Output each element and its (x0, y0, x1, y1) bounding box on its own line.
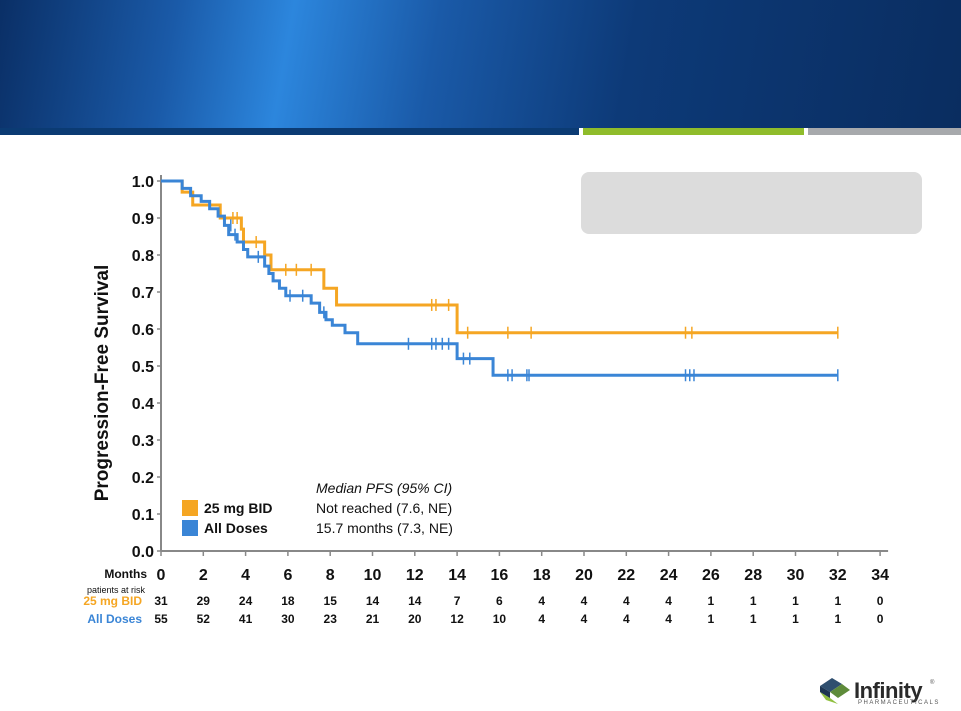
chart-ticks: 0.00.10.20.30.40.50.60.70.80.91.00 2 4 6 8 10… (104, 174, 889, 584)
risk-cell: 21 (366, 612, 380, 626)
risk-cell: 18 (281, 594, 295, 608)
risk-row-label: All Doses (87, 612, 142, 626)
km-curve-25mg-bid (161, 179, 838, 335)
risk-cell: 1 (708, 612, 715, 626)
km-curve-all-doses (161, 179, 838, 377)
legend-swatch (182, 520, 198, 536)
legend-median: 15.7 months (7.3, NE) (316, 520, 453, 536)
risk-cell: 1 (750, 594, 757, 608)
risk-cell: 12 (450, 612, 464, 626)
chart-axes (160, 175, 889, 552)
risk-cell: 30 (281, 612, 295, 626)
x-tick-label: 32 (829, 567, 847, 584)
risk-cell: 1 (708, 594, 715, 608)
risk-table-title: patients at risk (87, 585, 146, 595)
x-tick-label: 16 (491, 567, 509, 584)
risk-cell: 4 (623, 612, 630, 626)
risk-cell: 1 (792, 612, 799, 626)
risk-cell: 15 (324, 594, 338, 608)
risk-cell: 6 (496, 594, 503, 608)
risk-cell: 14 (366, 594, 380, 608)
x-tick-label: 26 (702, 567, 720, 584)
legend-swatch (182, 500, 198, 516)
risk-cell: 31 (154, 594, 168, 608)
risk-cell: 1 (792, 594, 799, 608)
x-tick-label: 30 (787, 567, 805, 584)
risk-cell: 55 (154, 612, 168, 626)
logo-wordmark: Infinity (854, 678, 923, 703)
chart-curves (161, 179, 839, 382)
y-tick-label: 0.2 (132, 470, 154, 487)
x-tick-label: 12 (406, 567, 424, 584)
x-tick-label: 24 (660, 567, 678, 584)
header-rule-green (583, 128, 804, 135)
legend-median: Not reached (7.6, NE) (316, 500, 452, 516)
x-tick-label: 6 (283, 567, 292, 584)
callout-box (581, 172, 922, 234)
y-tick-label: 0.0 (132, 544, 154, 561)
header-banner (0, 0, 961, 128)
header-rule-gray (808, 128, 961, 135)
risk-cell: 4 (665, 594, 672, 608)
y-tick-label: 0.4 (132, 396, 154, 413)
legend-label: 25 mg BID (204, 500, 272, 516)
y-tick-label: 0.5 (132, 359, 154, 376)
risk-cell: 0 (877, 594, 884, 608)
x-tick-label: 8 (326, 567, 335, 584)
risk-cell: 4 (665, 612, 672, 626)
x-tick-label: 34 (871, 567, 889, 584)
infinity-logo-icon (820, 678, 850, 704)
x-tick-label: 14 (448, 567, 466, 584)
risk-cell: 29 (197, 594, 211, 608)
y-tick-label: 1.0 (132, 174, 154, 191)
risk-cell: 1 (750, 612, 757, 626)
x-tick-label: 4 (241, 567, 250, 584)
risk-cell: 4 (581, 612, 588, 626)
x-tick-label: 2 (199, 567, 208, 584)
risk-cell: 4 (538, 594, 545, 608)
y-tick-label: 0.3 (132, 433, 154, 450)
y-tick-label: 0.9 (132, 211, 154, 228)
x-tick-label: 22 (617, 567, 635, 584)
x-tick-label: 0 (157, 567, 166, 584)
y-tick-label: 0.1 (132, 507, 154, 524)
risk-cell: 52 (197, 612, 211, 626)
risk-cell: 41 (239, 612, 253, 626)
logo-trademark: ® (930, 680, 935, 686)
risk-cell: 7 (454, 594, 461, 608)
legend-title: Median PFS (95% CI) (316, 480, 452, 496)
x-tick-label: 18 (533, 567, 551, 584)
risk-cell: 10 (493, 612, 507, 626)
risk-row-label: 25 mg BID (83, 594, 142, 608)
y-tick-label: 0.6 (132, 322, 154, 339)
header-rule-blue (0, 128, 579, 135)
logo-subtitle: PHARMACEUTICALS (858, 700, 940, 706)
risk-cell: 20 (408, 612, 422, 626)
y-tick-label: 0.8 (132, 248, 154, 265)
infinity-logo: Infinity ® PHARMACEUTICALS (818, 676, 938, 708)
x-tick-label: 20 (575, 567, 593, 584)
risk-cell: 0 (877, 612, 884, 626)
chart-legend: Median PFS (95% CI) 25 mg BID Not reached … (182, 480, 453, 536)
risk-cell: 4 (581, 594, 588, 608)
risk-cell: 4 (538, 612, 545, 626)
risk-cell: 1 (834, 594, 841, 608)
risk-cell: 24 (239, 594, 253, 608)
y-axis-label: Progression-Free Survival (92, 265, 113, 502)
risk-cell: 23 (324, 612, 338, 626)
x-axis-label: Months (104, 567, 147, 581)
risk-cell: 14 (408, 594, 422, 608)
legend-label: All Doses (204, 520, 268, 536)
risk-cell: 4 (623, 594, 630, 608)
x-tick-label: 10 (364, 567, 382, 584)
x-tick-label: 28 (744, 567, 762, 584)
risk-cell: 1 (834, 612, 841, 626)
y-tick-label: 0.7 (132, 285, 154, 302)
